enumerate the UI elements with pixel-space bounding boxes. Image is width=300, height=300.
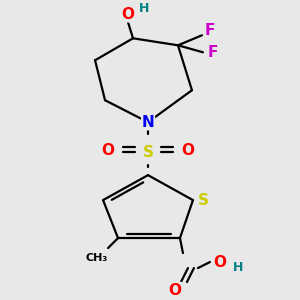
Text: O: O xyxy=(182,143,194,158)
Text: N: N xyxy=(142,115,154,130)
Text: O: O xyxy=(213,254,226,269)
Text: O: O xyxy=(169,283,182,298)
Text: O: O xyxy=(122,7,134,22)
Text: S: S xyxy=(197,193,208,208)
Text: H: H xyxy=(139,2,149,15)
Text: O: O xyxy=(101,143,115,158)
Text: S: S xyxy=(142,145,154,160)
Text: F: F xyxy=(205,23,215,38)
Text: H: H xyxy=(233,260,243,274)
Text: F: F xyxy=(208,45,218,60)
Text: CH₃: CH₃ xyxy=(86,253,108,263)
